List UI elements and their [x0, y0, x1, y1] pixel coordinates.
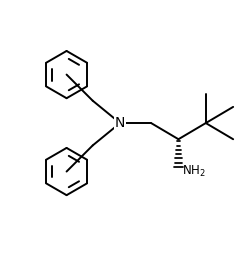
Text: NH$_2$: NH$_2$ — [182, 164, 206, 179]
Text: N: N — [115, 116, 125, 130]
